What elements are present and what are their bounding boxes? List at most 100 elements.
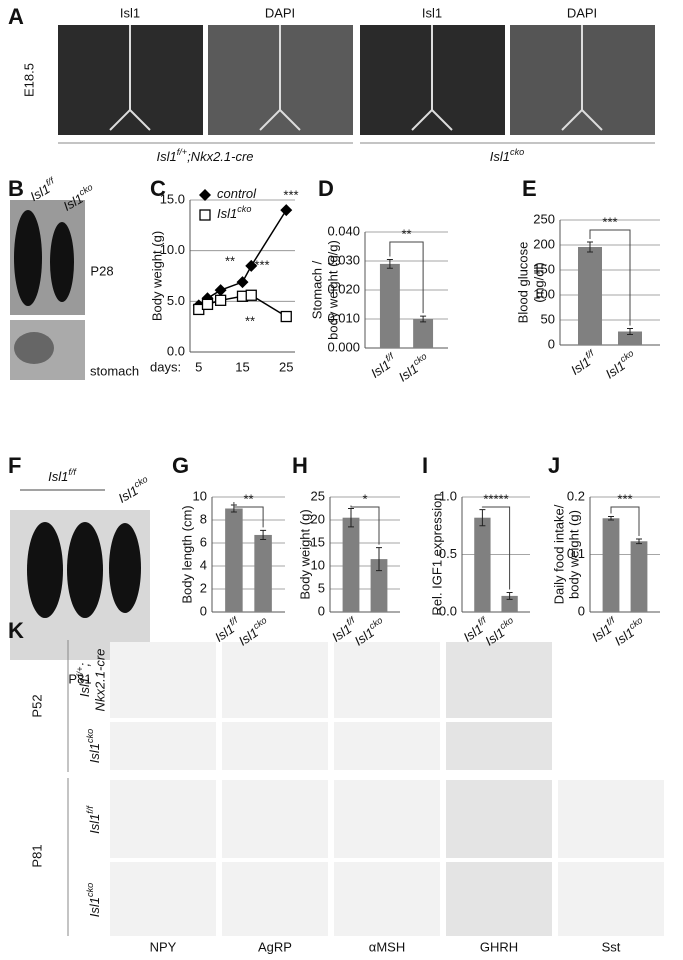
- y-tick-label: 250: [533, 211, 555, 226]
- age-label: P52: [29, 694, 44, 717]
- y-tick-label: 0.040: [327, 223, 360, 238]
- genotype-superscript: cko: [77, 182, 94, 198]
- bar: [474, 517, 491, 612]
- genotype-superscript: cko: [85, 883, 95, 897]
- y-tick-label: 15: [311, 534, 325, 549]
- marker: [280, 204, 293, 217]
- significance: ***: [254, 257, 269, 272]
- genotype-label: Isl1f/f: [85, 805, 102, 834]
- y-axis-label: Blood glucose: [515, 242, 530, 324]
- y-tick-label: 10: [311, 557, 325, 572]
- significance-bracket: [610, 506, 640, 536]
- error-bar: [636, 538, 642, 545]
- y-tick-label: 0.0: [167, 343, 185, 358]
- genotype-superscript: f/+: [75, 667, 85, 677]
- y-tick-label: 15.0: [160, 191, 185, 206]
- error-bar: [386, 259, 393, 269]
- mouse: [27, 522, 63, 618]
- marker: [245, 259, 258, 272]
- panel-letter: G: [172, 453, 189, 478]
- significance: **: [245, 313, 255, 328]
- y-tick-label: 0: [578, 603, 585, 618]
- y-axis-label: Rel. IGF1 expression: [429, 493, 444, 615]
- y-tick-label: 100: [533, 286, 555, 301]
- bar: [342, 517, 360, 612]
- genotype-superscript: cko: [510, 147, 524, 157]
- genotype-base: Isl1: [156, 149, 176, 164]
- bar: [370, 559, 388, 612]
- micrograph: [334, 722, 440, 770]
- y-tick-label: 0.020: [327, 281, 360, 296]
- organ-label: stomach: [90, 363, 139, 378]
- panel-letter: A: [8, 4, 24, 29]
- micrograph-grid: [110, 642, 664, 936]
- error-bar: [608, 516, 614, 521]
- genotype-label: Isl1cko: [490, 147, 524, 164]
- error-bar: [587, 241, 593, 253]
- significance: *: [362, 491, 367, 506]
- panel-letter: H: [292, 453, 308, 478]
- marker: [214, 284, 227, 297]
- genotype-label: Isl1f/f: [48, 467, 77, 484]
- y-axis-label: Body weight (g): [149, 231, 164, 321]
- y-tick-label: 5: [318, 580, 325, 595]
- bar: [618, 331, 642, 345]
- y-tick-label: 5.0: [167, 293, 185, 308]
- genotype-superscript: f/f: [68, 467, 77, 477]
- x-tick-label: 25: [279, 359, 293, 374]
- genotype-line2: Nkx2.1-cre: [93, 649, 108, 712]
- panel-letter: B: [8, 176, 24, 201]
- error-bar: [348, 508, 354, 528]
- micrograph: [110, 862, 216, 936]
- micrograph: [222, 722, 328, 770]
- legend-marker: [199, 189, 211, 201]
- genotype-suffix: ;Nkx2.1-cre: [187, 149, 253, 164]
- legend-label: control: [217, 186, 257, 201]
- y-tick-label: 0.030: [327, 252, 360, 267]
- panel-letter: F: [8, 453, 21, 478]
- panel-letter: E: [522, 176, 537, 201]
- ventricle: [109, 25, 603, 131]
- column-label: NPY: [150, 939, 177, 954]
- mouse: [50, 222, 74, 302]
- genotype-superscript: cko: [132, 474, 149, 490]
- mouse: [67, 522, 103, 618]
- age-label: P81: [68, 671, 91, 686]
- x-tick-label: 15: [235, 359, 249, 374]
- micrograph: [334, 862, 440, 936]
- micrograph: [446, 722, 552, 770]
- micrograph: [222, 862, 328, 936]
- y-axis-label: body weight (g): [566, 510, 581, 599]
- legend-name: Isl1: [217, 206, 237, 221]
- legend-superscript: cko: [237, 204, 251, 214]
- genotype-base: Isl1: [87, 814, 102, 834]
- panel-letter: J: [548, 453, 560, 478]
- y-tick-label: 8: [200, 511, 207, 526]
- significance: **: [225, 253, 235, 268]
- micrograph: [558, 780, 664, 858]
- y-tick-label: 150: [533, 261, 555, 276]
- y-tick-label: 25: [311, 488, 325, 503]
- error-bar: [479, 509, 486, 527]
- x-tick-label: 5: [195, 359, 202, 374]
- column-label: Sst: [602, 939, 621, 954]
- y-axis-label: body weight (g/g): [325, 240, 340, 340]
- genotype-label: Isl1f/+;Nkx2.1-cre: [75, 649, 108, 712]
- y-tick-label: 0.1: [567, 546, 585, 561]
- micrograph: [110, 780, 216, 858]
- panel-letter: D: [318, 176, 334, 201]
- bar: [413, 319, 434, 348]
- genotype-label: Isl1cko: [85, 883, 102, 917]
- marker: [201, 298, 214, 311]
- x-tick-label: Isl1cko: [611, 615, 649, 649]
- x-tick-label: Isl1cko: [395, 351, 433, 385]
- age-label: P28: [90, 263, 113, 278]
- y-tick-label: 6: [200, 534, 207, 549]
- x-tick-label: Isl1f/f: [567, 347, 601, 378]
- y-axis-label: Daily food intake/: [551, 504, 566, 604]
- bar: [501, 595, 518, 612]
- genotype-base: Isl1: [87, 743, 102, 763]
- bar: [630, 541, 648, 612]
- micrograph: [446, 780, 552, 858]
- error-bar: [506, 591, 513, 600]
